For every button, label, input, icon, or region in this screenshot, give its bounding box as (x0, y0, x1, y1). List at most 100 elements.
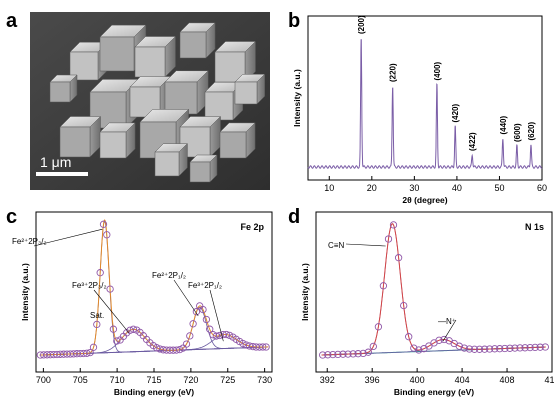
fe2p-data-point (206, 325, 214, 333)
fe2p-data-point (103, 231, 111, 239)
cube-front (134, 46, 166, 78)
panel-letter-d: d (288, 206, 301, 228)
n1s-data-point (400, 301, 408, 310)
cube-front (204, 91, 234, 121)
n1s-data-point (405, 333, 413, 341)
n1s-data-point (364, 348, 372, 356)
fe2p-data-point (172, 346, 181, 354)
fe2p-x-tick-label: 725 (220, 375, 235, 385)
n1s-fit-line (321, 223, 546, 356)
n1s-plot-frame (315, 211, 553, 373)
n1s-data-point (339, 350, 347, 358)
fe2p-annotation: Sat. (90, 311, 104, 320)
fe2p-data-point (259, 343, 267, 351)
xrd-x-tick-label: 10 (324, 183, 334, 193)
fe2p-data-point (262, 343, 270, 351)
fe2p-x-tick-label: 715 (146, 375, 161, 385)
scale-bar-label: 1 μm (40, 154, 71, 170)
n1s-data-point (541, 343, 549, 351)
n1s-data-point (415, 346, 423, 354)
n1s-data-point (460, 344, 468, 352)
n1s-data-point (334, 350, 342, 359)
n1s-data-point (344, 350, 352, 358)
fe2p-annotation-arrow (173, 279, 199, 317)
n1s-data-point (359, 349, 367, 358)
xrd-series-line (307, 39, 543, 169)
fe2p-data-point (152, 344, 161, 352)
n1s-data-point (435, 336, 443, 344)
fe2p-annotation: Fe³⁺2P₃/₂ (72, 281, 107, 290)
n1s-data-point (496, 345, 504, 353)
panel-letter-c: c (6, 206, 18, 228)
panel-letter-a: a (6, 10, 18, 32)
n1s-annotation: C≡N (328, 241, 344, 250)
n1s-title: N 1s (525, 222, 544, 232)
fe2p-data-point (109, 325, 118, 333)
cube-front (219, 131, 247, 159)
n1s-data-point (480, 345, 489, 353)
n1s-data-point (465, 345, 474, 353)
fe2p-data-point (89, 343, 98, 351)
n1s-data-point (349, 350, 357, 358)
n1s-data-point (511, 344, 519, 352)
n1s-data-point (516, 344, 524, 352)
fe2p-data-point (212, 332, 220, 340)
n1s-data-point (531, 343, 539, 352)
n1s-annotation-arrow (442, 319, 457, 342)
xps-n1s-chart: 392 396 400 404 408 412 Binding energy (eV) Int… (300, 211, 554, 397)
fe2p-data-point (242, 341, 250, 349)
fe2p-x-axis-label: Binding energy (eV) (114, 387, 194, 397)
scale-bar (36, 172, 88, 176)
fe2p-data-point (113, 337, 121, 345)
xrd-x-tick-label: 50 (494, 183, 504, 193)
cube-front (99, 36, 135, 72)
fe2p-data-point (176, 345, 184, 354)
fe2p-annotation: Fe²⁺2P₁/₂ (152, 271, 186, 280)
fe2p-x-tick-label: 720 (183, 375, 198, 385)
fe2p-data-point (192, 308, 201, 316)
n1s-data-point (536, 343, 544, 351)
n1s-data-point (329, 350, 337, 359)
fe2p-x-tick-label: 730 (257, 375, 272, 385)
n1s-data-point (389, 221, 398, 229)
fe2p-y-axis-label: Intensity (a.u.) (20, 263, 30, 321)
cube-front (179, 31, 207, 59)
fe2p-data-point (106, 285, 114, 293)
n1s-data-point (410, 344, 418, 352)
n1s-x-tick-label: 400 (410, 375, 425, 385)
xrd-peak-label: (422) (468, 132, 477, 151)
xrd-y-axis-label: Intensity (a.u.) (292, 69, 302, 127)
fe2p-data-point (239, 339, 247, 348)
n1s-x-tick-label: 404 (455, 375, 470, 385)
fe2p-data-point (96, 269, 104, 277)
fe2p-data-point (83, 349, 91, 357)
xrd-peak-label: (220) (389, 63, 398, 82)
n1s-data-point (470, 345, 479, 353)
n1s-component-line (321, 223, 546, 356)
xrd-plot-frame (307, 15, 543, 181)
fe2p-data-point (202, 315, 211, 324)
fe2p-x-tick-label: 700 (36, 375, 51, 385)
n1s-y-axis-label: Intensity (a.u.) (300, 263, 310, 321)
cube-front (154, 151, 180, 177)
fe2p-data-point (99, 220, 108, 228)
cube-front (59, 126, 91, 158)
n1s-data-point (501, 344, 509, 353)
n1s-x-tick-label: 396 (365, 375, 380, 385)
cube-front (99, 131, 127, 159)
xrd-peak-label: (620) (527, 121, 536, 140)
n1s-data-point (319, 351, 327, 359)
fe2p-data-point (222, 330, 230, 339)
fe2p-annotation-arrow (209, 289, 224, 342)
fe2p-data-point (93, 320, 101, 329)
n1s-x-tick-label: 412 (544, 375, 554, 385)
cube-front (179, 126, 211, 158)
n1s-data-point (379, 282, 388, 290)
xrd-x-axis-label: 2θ (degree) (402, 195, 447, 205)
n1s-data-point (455, 342, 463, 350)
crystal-cubes (49, 22, 266, 183)
n1s-data-point (369, 342, 377, 351)
panel-letter-b: b (288, 10, 301, 32)
n1s-data-point (485, 345, 494, 353)
xrd-x-tick-label: 40 (452, 183, 462, 193)
